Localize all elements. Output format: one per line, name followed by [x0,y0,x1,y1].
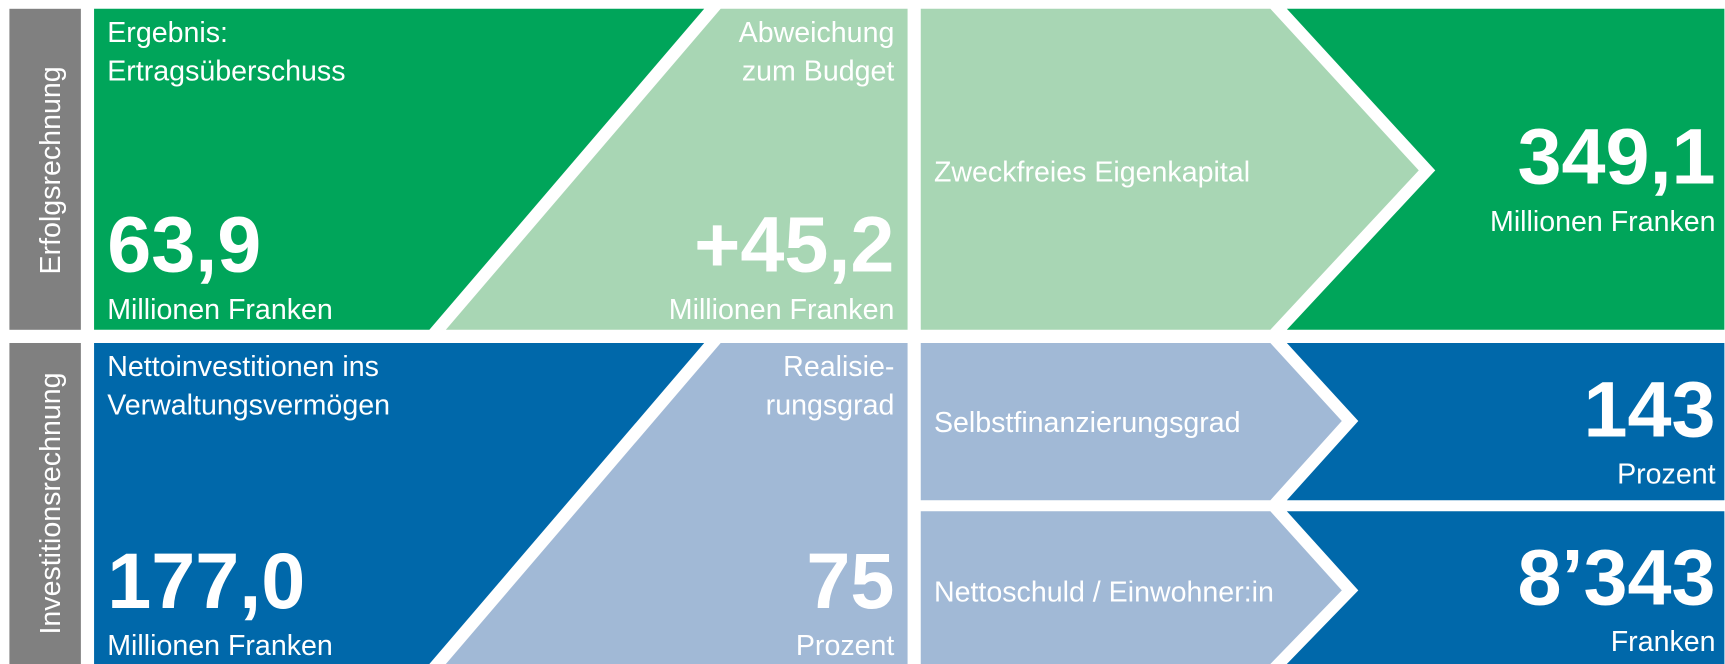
value: 177,0 [107,536,305,625]
panel [1286,8,1725,330]
panel [1286,342,1725,501]
section-bar [9,8,81,330]
panel [445,342,908,664]
label: rungsgrad [766,389,895,421]
value: 8’343 [1518,533,1716,622]
label: Abweichung [739,17,895,49]
label: Nettoschuld / Einwohner:in [934,576,1274,608]
value: 63,9 [107,200,261,289]
panel [920,342,1342,501]
section-bar [9,342,81,664]
section-title: Erfolgsrechnung [35,66,67,274]
unit: Franken [1611,626,1716,658]
unit: Millionen Franken [1490,206,1716,238]
value: 349,1 [1518,112,1716,201]
label: Ertragsüberschuss [107,55,345,87]
panel [94,342,705,664]
panel [94,8,705,330]
unit: Millionen Franken [107,630,333,662]
label: Realisie- [783,351,894,383]
unit: Prozent [796,630,895,662]
panel [445,8,908,330]
panel [1286,511,1725,664]
label: Selbstfinanzierungsgrad [934,407,1241,439]
panel [920,511,1342,664]
label: Verwaltungsvermögen [107,389,390,421]
unit: Prozent [1617,459,1716,491]
section-title: Investitionsrechnung [35,372,67,634]
label: Nettoinvestitionen ins [107,351,379,383]
value: 143 [1584,364,1716,453]
unit: Millionen Franken [107,294,333,326]
label: Ergebnis: [107,17,228,49]
value: +45,2 [694,200,894,289]
label: Zweckfreies Eigenkapital [934,156,1250,188]
panel [920,8,1419,330]
label: zum Budget [742,55,895,87]
value: 75 [806,536,894,625]
unit: Millionen Franken [669,294,895,326]
